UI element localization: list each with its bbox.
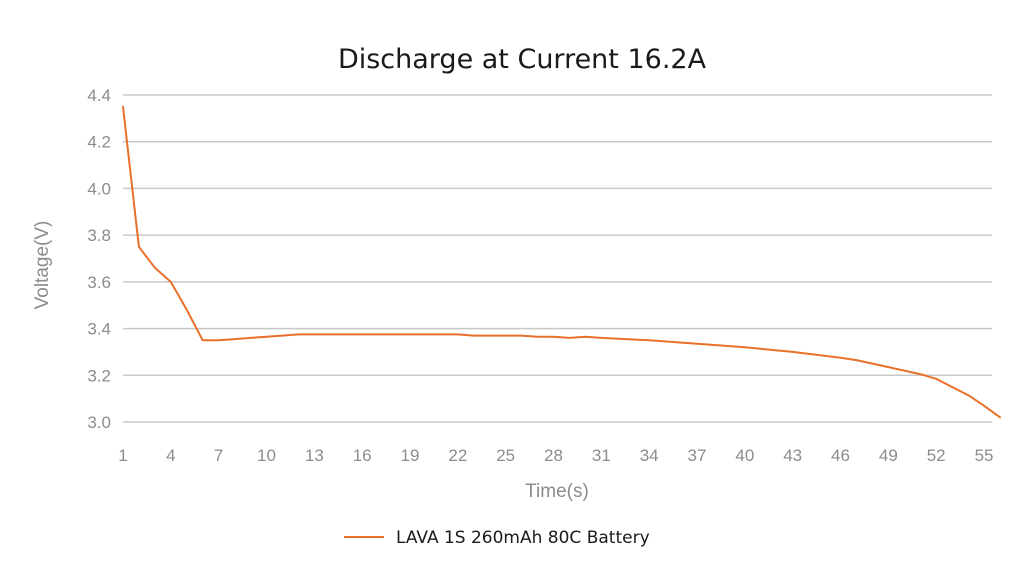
y-tick-label: 4.4 [87, 86, 111, 105]
y-tick-label: 4.2 [87, 133, 111, 152]
x-tick-label: 1 [118, 446, 127, 465]
y-axis-ticks: 3.0 3.2 3.4 3.6 3.8 4.0 4.2 4.4 [87, 86, 111, 432]
x-tick-label: 31 [592, 446, 611, 465]
x-tick-label: 40 [735, 446, 754, 465]
y-tick-label: 3.8 [87, 226, 111, 245]
x-tick-label: 49 [879, 446, 898, 465]
x-tick-label: 52 [927, 446, 946, 465]
y-tick-label: 3.2 [87, 366, 111, 385]
legend-label: LAVA 1S 260mAh 80C Battery [396, 528, 650, 548]
legend[interactable]: LAVA 1S 260mAh 80C Battery [344, 528, 650, 548]
x-tick-label: 46 [831, 446, 850, 465]
x-axis-ticks: 1 4 7 10 13 16 19 22 25 28 31 34 37 40 43 46 49 52 55 [118, 446, 993, 465]
x-tick-label: 13 [305, 446, 324, 465]
x-tick-label: 43 [783, 446, 802, 465]
x-tick-label: 16 [353, 446, 372, 465]
x-tick-label: 4 [166, 446, 175, 465]
y-axis-title: Voltage(V) [32, 221, 53, 310]
y-tick-label: 3.4 [87, 320, 111, 339]
series-line [122, 105, 1001, 419]
x-tick-label: 28 [544, 446, 563, 465]
y-tick-label: 3.6 [87, 273, 111, 292]
x-tick-label: 55 [975, 446, 994, 465]
chart-title: Discharge at Current 16.2A [338, 44, 707, 75]
x-tick-label: 25 [496, 446, 515, 465]
x-tick-label: 22 [448, 446, 467, 465]
x-tick-label: 7 [214, 446, 223, 465]
y-tick-label: 3.0 [87, 413, 111, 432]
x-tick-label: 19 [401, 446, 420, 465]
y-tick-label: 4.0 [87, 179, 111, 198]
x-axis-title: Time(s) [525, 481, 589, 502]
x-tick-label: 10 [257, 446, 276, 465]
gridlines [123, 94, 992, 423]
x-tick-label: 34 [640, 446, 659, 465]
series-layer [122, 105, 1001, 419]
x-tick-label: 37 [688, 446, 707, 465]
